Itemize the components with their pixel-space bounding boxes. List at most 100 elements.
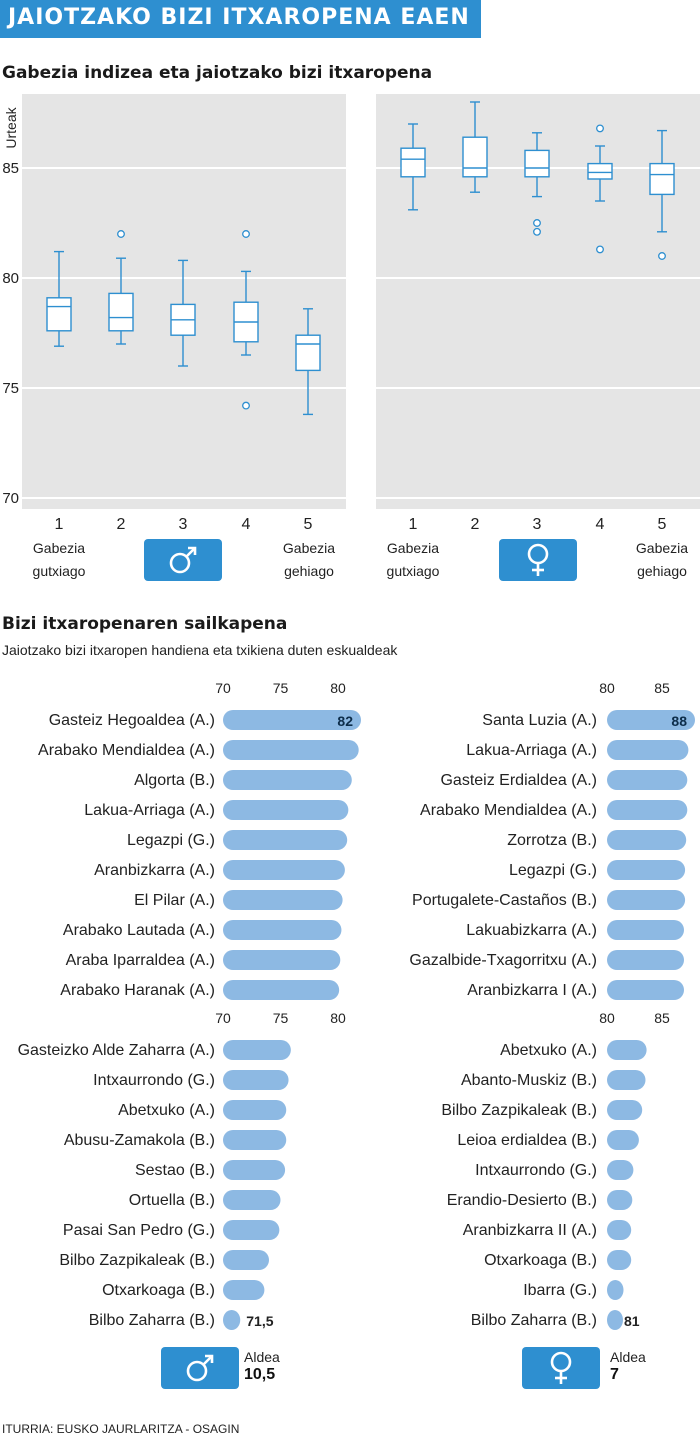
region-name: Leioa erdialdea (B.) (457, 1132, 597, 1149)
box-female-2 (462, 136, 488, 178)
region-bar (223, 710, 361, 730)
label-gabezia-gutxiago: Gabezia (33, 540, 85, 556)
region-bar (223, 1220, 280, 1240)
male-symbol-icon (169, 546, 197, 574)
label-gabezia-gutxiago: Gabezia (387, 540, 439, 556)
box-male-2 (108, 292, 134, 332)
region-bar (607, 1160, 634, 1180)
region-bar (607, 1220, 632, 1240)
region-bar (607, 1250, 632, 1270)
region-bar (607, 860, 686, 880)
x-tick-label: 2 (471, 516, 480, 533)
y-tick-label: 70 (2, 490, 19, 507)
axis-tick-label: 80 (599, 1010, 615, 1026)
axis-tick-label: 85 (654, 1010, 670, 1026)
x-tick-label: 2 (117, 516, 126, 533)
region-bar (607, 830, 687, 850)
region-bar (607, 710, 695, 730)
region-name: Lakua-Arriaga (A.) (466, 742, 597, 759)
region-bar (607, 740, 689, 760)
outlier-point (658, 252, 666, 260)
region-name: Sestao (B.) (135, 1162, 215, 1179)
region-name: Otxarkoaga (B.) (484, 1252, 597, 1269)
region-name: Lakua-Arriaga (A.) (84, 802, 215, 819)
region-name: Legazpi (G.) (127, 832, 215, 849)
region-bar (223, 1250, 269, 1270)
region-name: Arabako Mendialdea (A.) (420, 802, 597, 819)
region-name: Zorrotza (B.) (507, 832, 597, 849)
outlier-point (596, 245, 604, 254)
female-symbol-icon (550, 1351, 572, 1384)
region-name: Aranbizkarra I (A.) (467, 982, 597, 999)
axis-tick-label: 85 (654, 680, 670, 696)
outlier-point (533, 227, 541, 236)
axis-tick-label: 75 (273, 1010, 289, 1026)
region-bar (223, 1100, 287, 1120)
plot-panel-male (22, 94, 346, 509)
label-gabezia-gehiago: gehiago (284, 563, 334, 579)
x-tick-label: 4 (242, 516, 251, 533)
axis-tick-label: 70 (215, 1010, 231, 1026)
region-bar (223, 980, 340, 1000)
region-bar (607, 770, 688, 790)
region-name: Araba Iparraldea (A.) (66, 952, 215, 969)
outlier-point (242, 230, 250, 238)
y-tick-label: 80 (2, 270, 19, 287)
region-name: Arabako Mendialdea (A.) (38, 742, 215, 759)
region-bar (607, 1100, 643, 1120)
region-name: Aranbizkarra II (A.) (463, 1222, 597, 1239)
region-name: Portugalete-Castaños (B.) (412, 892, 597, 909)
region-name: Intxaurrondo (G.) (93, 1072, 215, 1089)
region-bar (607, 1280, 624, 1300)
region-bar (223, 1040, 291, 1060)
region-name: Bilbo Zaharra (B.) (471, 1312, 597, 1329)
axis-tick-label: 80 (330, 1010, 346, 1026)
region-name: Abetxuko (A.) (118, 1102, 215, 1119)
region-name: Legazpi (G.) (509, 862, 597, 879)
box-female-4 (587, 162, 613, 180)
region-bar (607, 950, 684, 970)
x-tick-label: 1 (55, 516, 64, 533)
bar-value-label: 81 (624, 1313, 640, 1329)
male-difference-label: Aldea (244, 1349, 280, 1365)
page-title: JAIOTZAKO BIZI ITXAROPENA EAEN (8, 5, 470, 30)
region-name: Ibarra (G.) (523, 1282, 597, 1299)
bar-value-label: 88 (671, 713, 687, 729)
region-name: Abanto-Muskiz (B.) (461, 1072, 597, 1089)
x-tick-label: 3 (533, 516, 542, 533)
region-name: Bilbo Zaharra (B.) (89, 1312, 215, 1329)
axis-tick-label: 70 (215, 680, 231, 696)
region-bar (223, 920, 342, 940)
region-bar (607, 890, 686, 910)
axis-tick-label: 80 (599, 680, 615, 696)
region-name: El Pilar (A.) (134, 892, 215, 909)
ranking-subtitle: Jaiotzako bizi itxaropen handiena eta tx… (2, 642, 398, 658)
region-bar (223, 950, 341, 970)
box-female-3 (524, 149, 550, 178)
region-bar (607, 1040, 647, 1060)
region-name: Pasai San Pedro (G.) (63, 1222, 215, 1239)
female-difference: Aldea 7 (610, 1349, 646, 1383)
outlier-point (533, 219, 541, 227)
region-name: Abusu-Zamakola (B.) (64, 1132, 215, 1149)
x-tick-label: 5 (658, 516, 667, 533)
region-name: Gasteiz Erdialdea (A.) (440, 772, 597, 789)
boxplot-title: Gabezia indizea eta jaiotzako bizi itxar… (2, 63, 433, 83)
female-symbol-icon (527, 543, 549, 576)
box-male-1 (46, 297, 72, 332)
region-name: Abetxuko (A.) (500, 1042, 597, 1059)
y-tick-label: 75 (2, 380, 19, 397)
x-tick-label: 1 (409, 516, 418, 533)
box-female-1 (400, 147, 426, 178)
region-bar (607, 980, 684, 1000)
female-legend-button (522, 1347, 600, 1389)
male-difference: Aldea 10,5 (244, 1349, 280, 1383)
male-difference-value: 10,5 (244, 1366, 276, 1383)
region-bar (607, 920, 684, 940)
y-axis-title: Urteak (3, 106, 19, 148)
source-note: ITURRIA: EUSKO JAURLARITZA - OSAGIN (2, 1422, 240, 1436)
label-gabezia-gehiago: gehiago (637, 563, 687, 579)
axis-tick-label: 80 (330, 680, 346, 696)
region-name: Lakuabizkarra (A.) (466, 922, 597, 939)
